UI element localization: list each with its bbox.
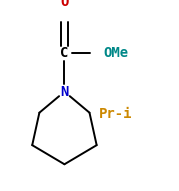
Text: N: N <box>60 85 69 99</box>
Text: Pr-i: Pr-i <box>99 107 133 121</box>
Text: OMe: OMe <box>104 46 129 61</box>
Text: C: C <box>60 46 69 61</box>
Text: O: O <box>60 0 69 9</box>
